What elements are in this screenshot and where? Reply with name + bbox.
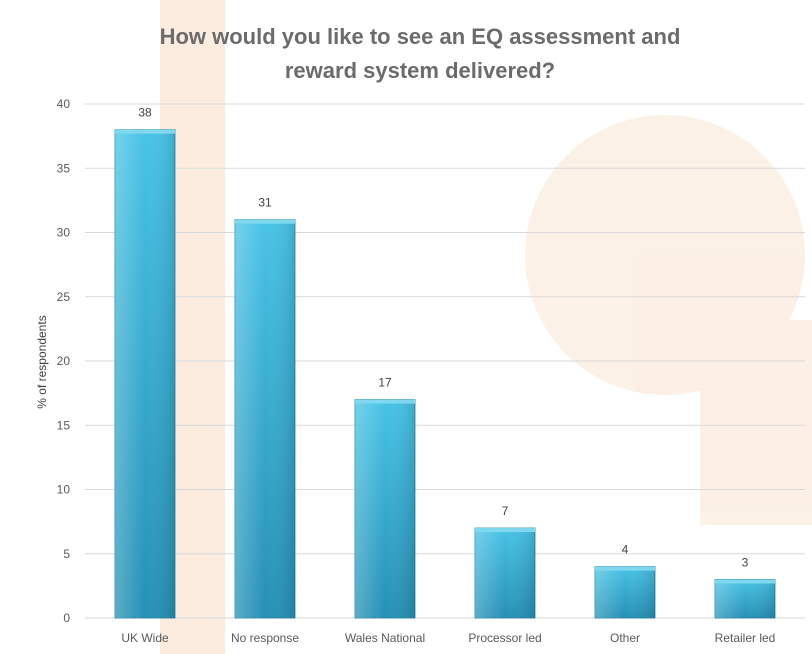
x-category-label: Wales National <box>345 631 425 645</box>
bar-group <box>714 579 776 619</box>
bar-top-highlight <box>235 219 295 224</box>
y-tick-label: 10 <box>57 483 71 497</box>
chart-title-line-2: reward system delivered? <box>285 58 555 83</box>
x-category-label: No response <box>231 631 299 645</box>
bar-group <box>114 129 176 619</box>
background-watermark <box>160 0 812 654</box>
bar-top-highlight <box>715 579 775 584</box>
x-category-label: Processor led <box>468 631 541 645</box>
y-tick-label: 25 <box>57 290 71 304</box>
bar-group <box>594 566 656 619</box>
x-category-label: Other <box>610 631 640 645</box>
bar-data-label: 31 <box>258 196 272 210</box>
bar-group <box>234 219 296 619</box>
y-tick-label: 0 <box>63 611 70 625</box>
x-axis-categories: UK Wide No response Wales National Processo… <box>121 631 775 645</box>
y-tick-label: 40 <box>57 97 71 111</box>
bar-shading <box>715 579 775 618</box>
y-axis-label: % of respondents <box>35 315 49 408</box>
bar-top-highlight <box>475 528 535 533</box>
y-axis-ticks: 0 5 10 15 20 25 30 35 40 <box>57 97 71 625</box>
bars <box>114 129 776 619</box>
y-tick-label: 20 <box>57 354 71 368</box>
chart-title-line-1: How would you like to see an EQ assessme… <box>160 24 681 49</box>
bar-shading <box>355 399 415 618</box>
bar-data-label: 17 <box>378 376 392 390</box>
watermark-block-shape <box>700 320 812 525</box>
bar-group <box>474 527 536 619</box>
x-category-label: Retailer led <box>715 631 776 645</box>
bar-data-label: 4 <box>622 543 629 557</box>
bar-shading <box>115 129 175 618</box>
bar-top-highlight <box>595 566 655 571</box>
data-labels: 38 31 17 7 4 3 <box>138 106 748 570</box>
y-tick-label: 35 <box>57 161 71 175</box>
bar-data-label: 7 <box>502 504 509 518</box>
bar-top-highlight <box>355 399 415 404</box>
watermark-circle-shape <box>525 115 805 395</box>
bar-shading <box>475 528 535 618</box>
y-tick-label: 5 <box>63 547 70 561</box>
x-category-label: UK Wide <box>121 631 169 645</box>
y-tick-label: 30 <box>57 226 71 240</box>
bar-data-label: 38 <box>138 106 152 120</box>
bar-group <box>354 399 416 619</box>
gridlines <box>85 103 805 619</box>
bar-data-label: 3 <box>742 555 749 569</box>
y-tick-label: 15 <box>57 418 71 432</box>
bar-top-highlight <box>115 129 175 134</box>
bar-shading <box>235 219 295 618</box>
bar-shading <box>595 566 655 618</box>
